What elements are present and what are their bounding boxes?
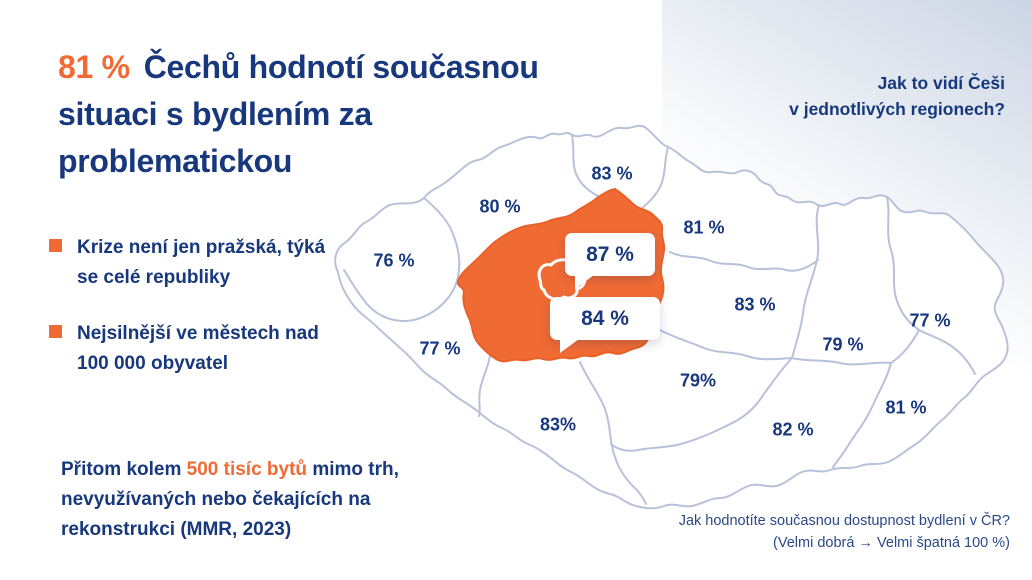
list-item-label: Krize není jen pražská, týká se celé rep… [77, 237, 326, 288]
key-points-list: Krize není jen pražská, týká se celé rep… [49, 233, 349, 405]
region-value-label: 81 % [683, 217, 725, 238]
region-value-label: 83 % [591, 163, 633, 184]
survey-note-line2: (Velmi dobrá → Velmi špatná 100 %) [773, 535, 1010, 551]
czech-republic-map: 80 % 83 % 81 % 76 % 77 % 83% 83 % 79% 82 % 79 % 77… [330, 110, 1030, 520]
region-value-label: 80 % [479, 196, 521, 217]
title-text: Čechů hodnotí současnou situaci s bydlen… [58, 49, 539, 179]
list-item-label: Nejsilnější ve městech nad 100 000 obyva… [77, 323, 319, 374]
region-value-label: 77 % [419, 338, 461, 359]
callout-praha: 87 % [565, 233, 655, 289]
bullet-square-icon [49, 325, 62, 338]
map-heading-line2: v jednotlivých regionech? [789, 99, 1005, 119]
footnote-prefix: Přitom kolem [61, 459, 187, 480]
region-value-label: 83 % [734, 294, 776, 315]
survey-note-line1: Jak hodnotíte současnou dostupnost bydle… [678, 513, 1010, 529]
footnote: Přitom kolem 500 tisíc bytů mimo trh, ne… [61, 455, 403, 545]
list-item: Nejsilnější ve městech nad 100 000 obyva… [49, 319, 349, 379]
bullet-square-icon [49, 239, 62, 252]
survey-question-note: Jak hodnotíte současnou dostupnost bydle… [650, 510, 1010, 554]
footnote-highlight: 500 tisíc bytů [186, 459, 308, 480]
title-highlight-percent: 81 % [58, 49, 130, 85]
page-title: 81 % Čechů hodnotí současnou situaci s by… [58, 44, 606, 185]
country-outline [334, 124, 1009, 510]
map-heading-line1: Jak to vidí Češi [877, 73, 1005, 93]
list-item: Krize není jen pražská, týká se celé rep… [49, 233, 349, 293]
callout-stredocesky-value: 84 % [581, 306, 629, 330]
region-value-label: 79 % [822, 334, 864, 355]
map-heading: Jak to vidí Češi v jednotlivých regionec… [745, 70, 1005, 122]
region-value-label: 79% [679, 370, 717, 391]
footnote-suffix: mimo trh, nevyužívaných nebo čekajících … [61, 459, 399, 540]
region-value-label: 76 % [373, 250, 415, 271]
region-value-label: 83% [539, 414, 577, 435]
callout-praha-value: 87 % [586, 242, 634, 266]
region-value-label: 82 % [772, 419, 814, 440]
region-value-label: 77 % [909, 310, 951, 331]
region-value-label: 81 % [885, 397, 927, 418]
region-borders [343, 134, 976, 505]
callout-stredocesky: 84 % [550, 297, 660, 353]
